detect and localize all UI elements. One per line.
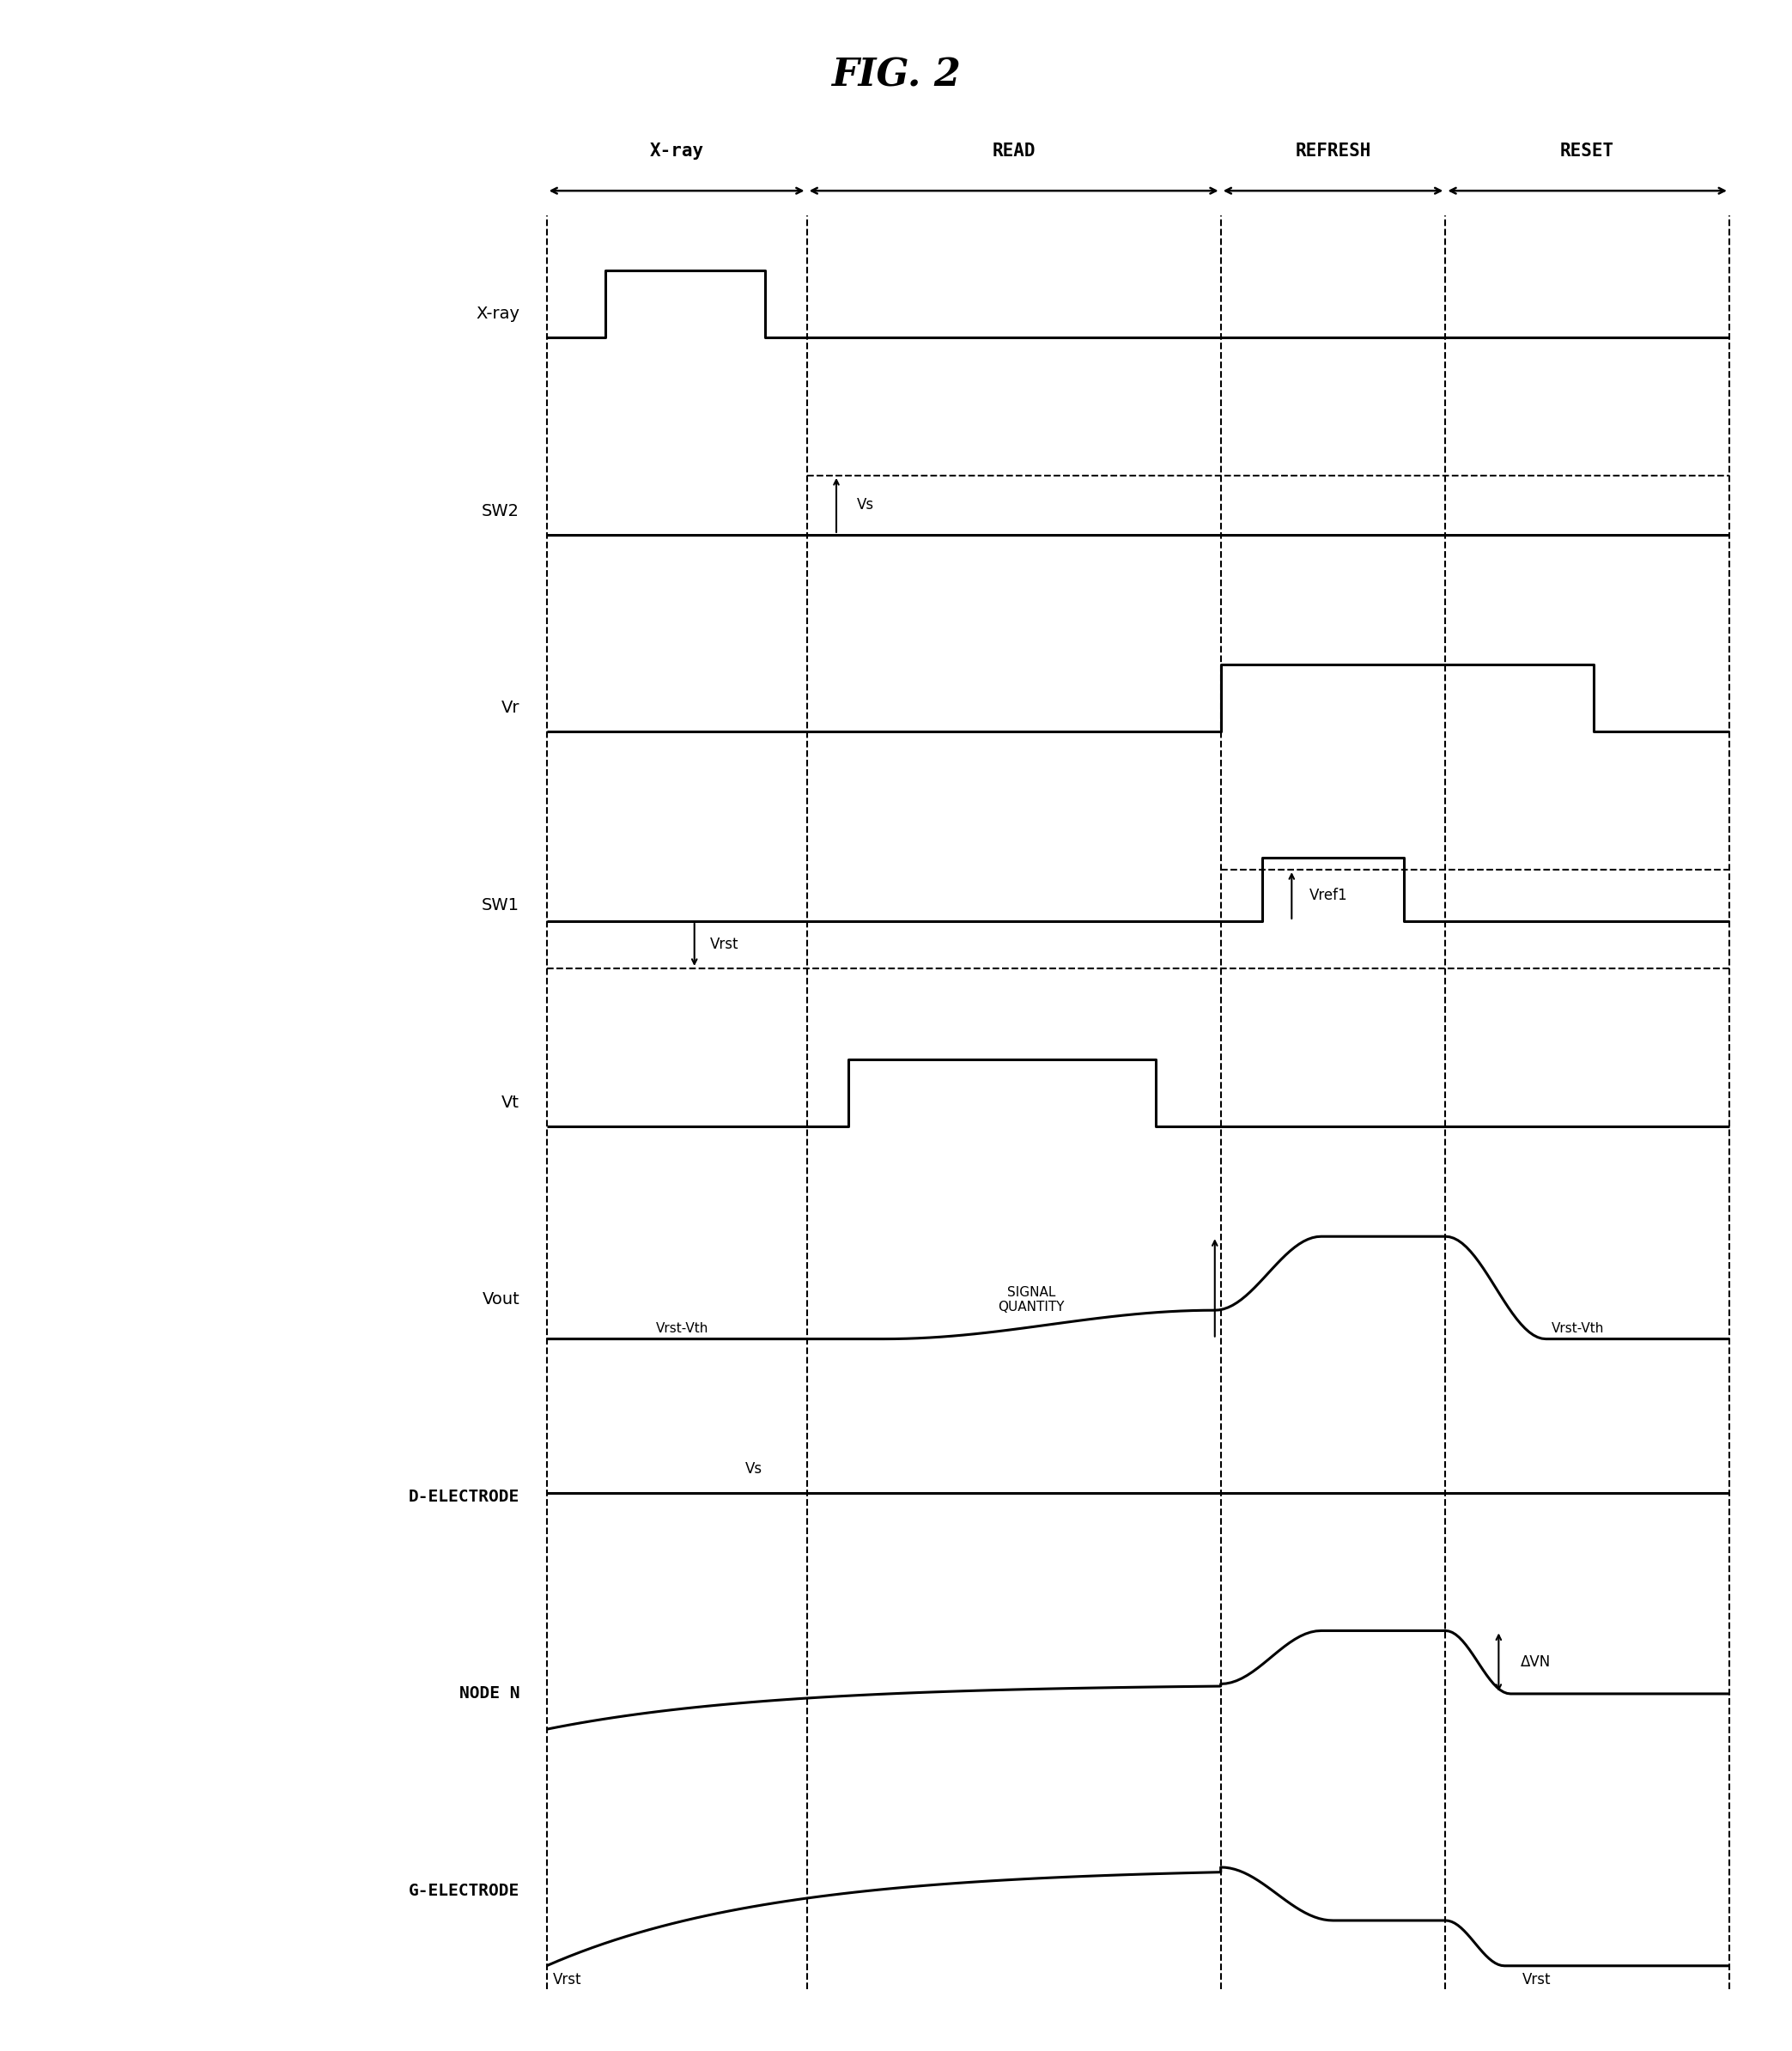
Text: Vs: Vs	[857, 498, 874, 513]
Text: Vout: Vout	[482, 1292, 520, 1309]
Text: Vref1: Vref1	[1310, 888, 1348, 902]
Text: SW2: SW2	[482, 502, 520, 519]
Text: Vrst: Vrst	[1521, 1971, 1552, 1987]
Text: Vt: Vt	[502, 1095, 520, 1110]
Text: Vrst: Vrst	[710, 937, 738, 952]
Text: SW1: SW1	[482, 896, 520, 913]
Text: READ: READ	[993, 144, 1036, 160]
Text: NODE N: NODE N	[459, 1686, 520, 1702]
Text: X-ray: X-ray	[477, 306, 520, 322]
Text: REFRESH: REFRESH	[1296, 144, 1371, 160]
Text: X-ray: X-ray	[649, 144, 704, 160]
Text: FIG. 2: FIG. 2	[831, 57, 961, 94]
Text: G-ELECTRODE: G-ELECTRODE	[409, 1883, 520, 1899]
Text: Vrst: Vrst	[552, 1971, 581, 1987]
Text: D-ELECTRODE: D-ELECTRODE	[409, 1489, 520, 1505]
Text: Vrst-Vth: Vrst-Vth	[1552, 1323, 1604, 1335]
Text: SIGNAL
QUANTITY: SIGNAL QUANTITY	[998, 1286, 1064, 1315]
Text: ΔVN: ΔVN	[1520, 1655, 1550, 1670]
Text: Vs: Vs	[745, 1460, 762, 1477]
Text: Vrst-Vth: Vrst-Vth	[656, 1323, 710, 1335]
Text: RESET: RESET	[1561, 144, 1615, 160]
Text: Vr: Vr	[502, 699, 520, 716]
